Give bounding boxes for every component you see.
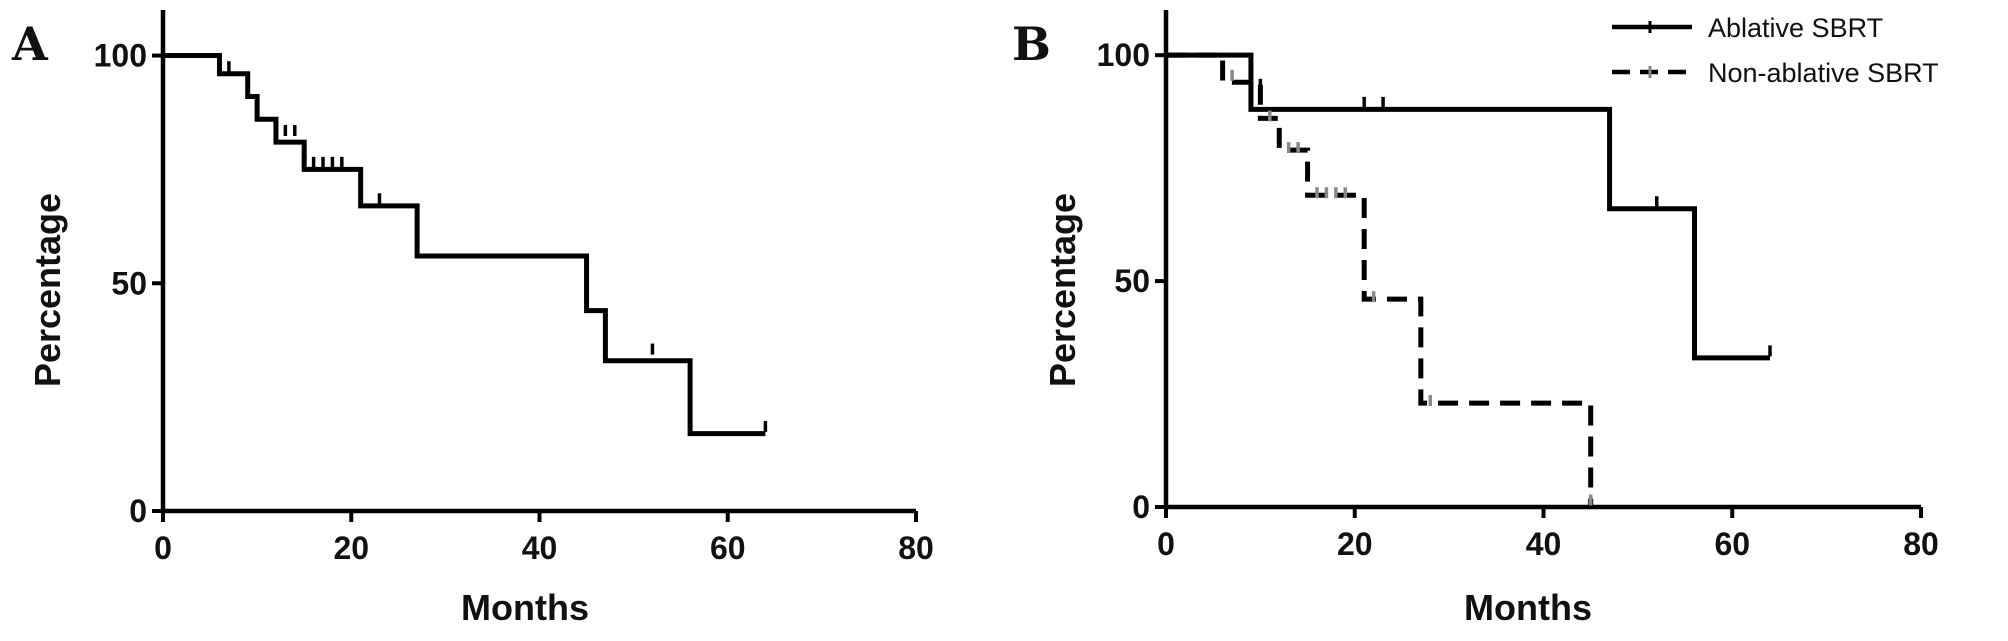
panel-a-x-tick-label: 60 <box>710 530 746 566</box>
panel-b: B 0 20 40 60 80 0 50 100 Months Percentage Abla… <box>1012 10 1939 628</box>
panel-a-series-survival-line <box>163 53 766 437</box>
panel-b-y-axis-title: Percentage <box>1042 193 1083 387</box>
panel-a: A 0 20 40 60 80 0 50 100 Months Percentage <box>11 10 934 628</box>
panel-b-y-tick-label: 50 <box>1114 263 1150 299</box>
legend: Ablative SBRT Non-ablative SBRT <box>1612 13 1939 88</box>
panel-a-axes: 0 20 40 60 80 0 50 100 <box>94 10 934 566</box>
panel-b-x-tick-label: 20 <box>1337 526 1373 562</box>
panel-a-plot-area <box>163 53 768 437</box>
panel-b-series-ablative-sbrt-line <box>1166 52 1770 361</box>
panel-a-y-axis-title: Percentage <box>27 193 68 387</box>
panel-a-x-tick-label: 40 <box>522 530 558 566</box>
panel-a-x-axis-title: Months <box>461 587 589 628</box>
panel-a-y-tick-label: 100 <box>94 38 147 74</box>
panel-b-x-axis-title: Months <box>1464 587 1592 628</box>
legend-label-ablative: Ablative SBRT <box>1708 13 1883 43</box>
panel-b-series-non-ablative-sbrt-line <box>1166 52 1594 507</box>
panel-a-y-tick-label: 0 <box>129 493 147 529</box>
panel-a-letter: A <box>11 17 49 71</box>
panel-b-x-tick-label: 80 <box>1903 526 1939 562</box>
panel-b-x-tick-label: 40 <box>1526 526 1562 562</box>
panel-b-x-tick-label: 60 <box>1714 526 1750 562</box>
panel-b-axes: 0 20 40 60 80 0 50 100 <box>1097 10 1939 562</box>
panel-b-y-tick-label: 100 <box>1097 37 1150 73</box>
legend-item-non-ablative: Non-ablative SBRT <box>1612 58 1939 88</box>
panel-b-x-tick-label: 0 <box>1157 526 1175 562</box>
legend-item-ablative: Ablative SBRT <box>1612 13 1883 43</box>
panel-a-y-tick-label: 50 <box>111 265 147 301</box>
panel-a-x-tick-label: 0 <box>154 530 172 566</box>
panel-b-plot-area <box>1166 52 1772 507</box>
legend-label-non-ablative: Non-ablative SBRT <box>1708 58 1939 88</box>
panel-b-letter: B <box>1012 17 1051 71</box>
panel-b-y-tick-label: 0 <box>1132 489 1150 525</box>
panel-a-x-tick-label: 80 <box>898 530 934 566</box>
panel-a-x-tick-label: 20 <box>333 530 369 566</box>
